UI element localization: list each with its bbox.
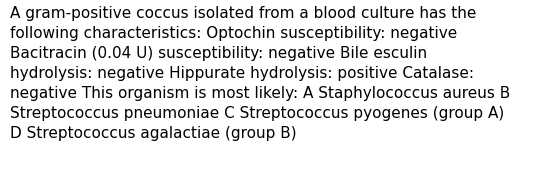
Text: A gram-positive coccus isolated from a blood culture has the
following character: A gram-positive coccus isolated from a b… bbox=[10, 6, 511, 141]
